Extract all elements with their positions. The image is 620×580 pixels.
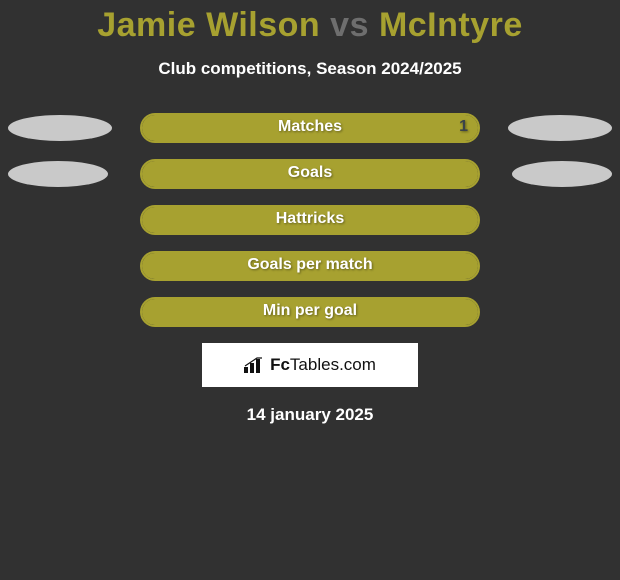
comparison-infographic: Jamie Wilson vs McIntyre Club competitio…	[0, 6, 620, 580]
page-title: Jamie Wilson vs McIntyre	[0, 6, 620, 45]
date-text: 14 january 2025	[0, 405, 620, 425]
bar-label: Goals per match	[142, 256, 478, 274]
stat-bar: Goals	[140, 159, 480, 189]
logo: FcTables.com	[244, 355, 376, 375]
bar-label: Hattricks	[142, 210, 478, 228]
stat-row: Hattricks	[0, 205, 620, 235]
stat-row: Goals	[0, 159, 620, 189]
title-player1: Jamie Wilson	[97, 6, 320, 44]
logo-prefix: Fc	[270, 355, 290, 374]
stat-bar: Matches 1	[140, 113, 480, 143]
logo-suffix: Tables.com	[290, 355, 376, 374]
bar-value-right: 1	[459, 118, 468, 136]
stat-bar: Hattricks	[140, 205, 480, 235]
bars-icon	[244, 357, 266, 373]
subtitle: Club competitions, Season 2024/2025	[0, 59, 620, 79]
comparison-rows: Matches 1 Goals Hattricks	[0, 113, 620, 327]
logo-box: FcTables.com	[202, 343, 418, 387]
bar-label: Goals	[142, 164, 478, 182]
stat-row: Min per goal	[0, 297, 620, 327]
title-vs: vs	[330, 6, 369, 44]
stat-row: Goals per match	[0, 251, 620, 281]
stat-bar: Min per goal	[140, 297, 480, 327]
left-ellipse	[8, 161, 108, 187]
title-player2: McIntyre	[379, 6, 523, 44]
right-ellipse	[508, 115, 612, 141]
bar-label: Min per goal	[142, 302, 478, 320]
bar-label: Matches	[142, 118, 478, 136]
left-ellipse	[8, 115, 112, 141]
stat-bar: Goals per match	[140, 251, 480, 281]
right-ellipse	[512, 161, 612, 187]
stat-row: Matches 1	[0, 113, 620, 143]
